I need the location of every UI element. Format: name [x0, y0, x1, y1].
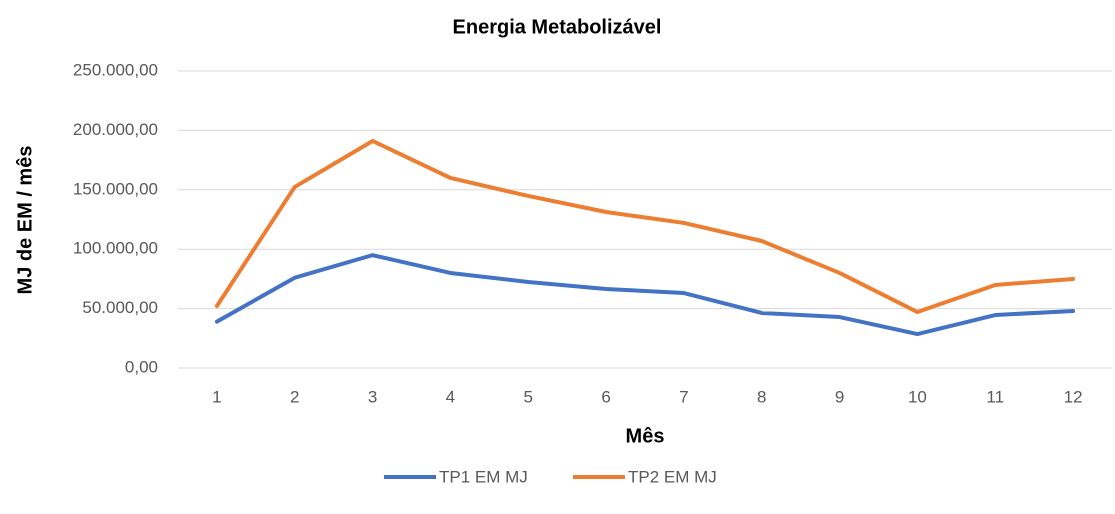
line-series	[214, 138, 1076, 315]
y-tick-label: 250.000,00	[73, 60, 158, 79]
x-axis-title: Mês	[626, 425, 665, 447]
y-tick-label: 100.000,00	[73, 239, 158, 258]
x-tick-label: 3	[368, 387, 377, 406]
legend-label: TP2 EM MJ	[628, 467, 717, 486]
line-series	[214, 253, 1076, 337]
x-tick-label: 8	[757, 387, 766, 406]
y-tick-label: 0,00	[125, 357, 158, 376]
y-axis-title: MJ de EM / mês	[14, 146, 36, 295]
chart-title: Energia Metabolizável	[453, 16, 662, 38]
x-tick-label: 5	[524, 387, 533, 406]
x-tick-label: 11	[986, 387, 1004, 406]
x-tick-label: 10	[908, 387, 927, 406]
x-tick-label: 6	[601, 387, 610, 406]
y-tick-label: 150.000,00	[73, 179, 158, 198]
y-tick-label: 200.000,00	[73, 120, 158, 139]
legend-label: TP1 EM MJ	[439, 467, 528, 486]
x-tick-label: 4	[446, 387, 455, 406]
x-tick-label: 1	[212, 387, 221, 406]
x-tick-label: 9	[835, 387, 844, 406]
x-tick-label: 7	[679, 387, 688, 406]
x-tick-label: 12	[1064, 387, 1083, 406]
x-tick-label: 2	[290, 387, 299, 406]
y-tick-label: 50.000,00	[82, 298, 158, 317]
